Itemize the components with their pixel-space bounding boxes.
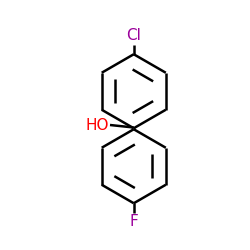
Text: Cl: Cl (126, 28, 141, 44)
Text: HO: HO (85, 118, 109, 132)
Text: F: F (130, 214, 138, 229)
